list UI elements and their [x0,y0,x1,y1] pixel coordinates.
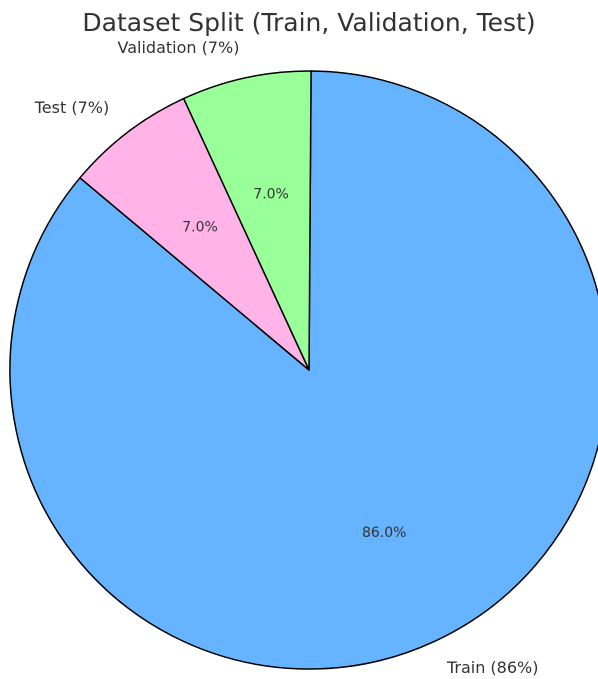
value-label: 7.0% [253,187,289,203]
pie-slice [79,97,310,371]
pie-slice [182,70,312,371]
slice-label: Validation (7%) [118,38,240,57]
pie-slice [9,70,598,670]
value-label: 7.0% [182,219,218,235]
value-label: 86.0% [362,525,406,541]
slice-label: Test (7%) [34,98,109,117]
chart-title: Dataset Split (Train, Validation, Test) [82,8,535,37]
slice-label: Train (86%) [446,658,539,677]
